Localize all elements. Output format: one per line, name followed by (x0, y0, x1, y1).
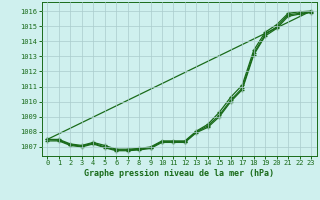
X-axis label: Graphe pression niveau de la mer (hPa): Graphe pression niveau de la mer (hPa) (84, 169, 274, 178)
